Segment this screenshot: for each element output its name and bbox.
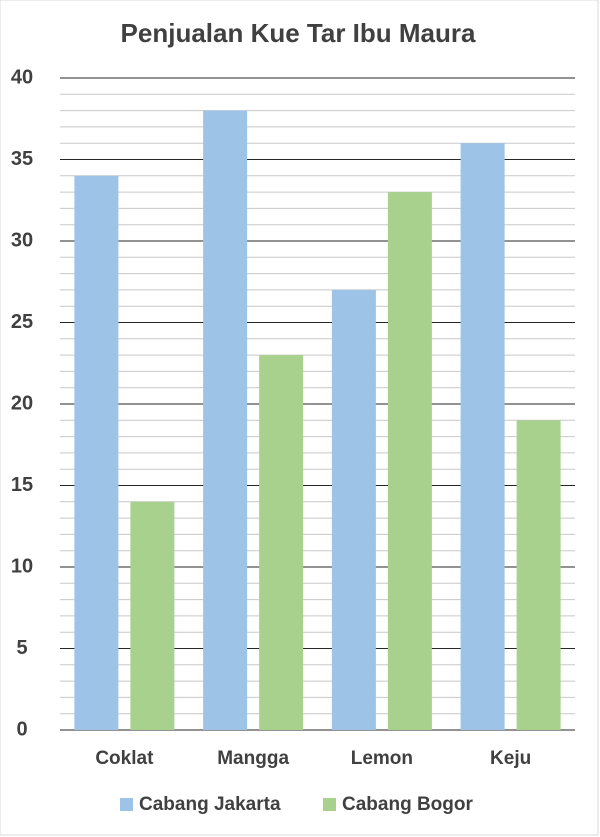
bar bbox=[203, 110, 248, 731]
bar bbox=[387, 192, 432, 731]
y-tick-label: 25 bbox=[11, 311, 33, 333]
legend-swatch bbox=[120, 798, 133, 811]
legend-label: Cabang Bogor bbox=[342, 794, 473, 815]
y-tick-label: 5 bbox=[16, 637, 27, 659]
y-tick-label: 40 bbox=[11, 66, 33, 88]
y-tick-label: 0 bbox=[16, 718, 27, 740]
y-tick-label: 15 bbox=[11, 474, 33, 496]
legend-label: Cabang Jakarta bbox=[139, 794, 281, 815]
x-tick-label: Coklat bbox=[95, 748, 154, 769]
x-tick-label: Mangga bbox=[217, 748, 289, 769]
bar bbox=[74, 175, 119, 731]
chart-title: Penjualan Kue Tar Ibu Maura bbox=[121, 18, 476, 48]
bar bbox=[516, 420, 561, 730]
x-tick-label: Keju bbox=[490, 748, 531, 769]
y-tick-label: 20 bbox=[11, 392, 33, 414]
y-tick-label: 30 bbox=[11, 229, 33, 251]
bar bbox=[331, 289, 376, 730]
legend-swatch bbox=[323, 798, 336, 811]
bar bbox=[130, 501, 175, 730]
bar bbox=[460, 143, 505, 730]
bar bbox=[259, 355, 304, 730]
y-tick-label: 10 bbox=[11, 555, 33, 577]
x-tick-label: Lemon bbox=[351, 748, 413, 769]
y-tick-label: 35 bbox=[11, 148, 33, 170]
